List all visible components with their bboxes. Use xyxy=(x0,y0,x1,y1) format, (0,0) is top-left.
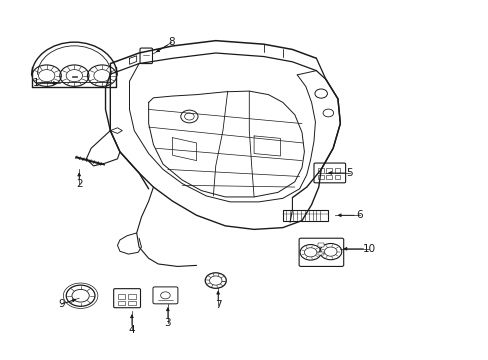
FancyBboxPatch shape xyxy=(140,48,152,64)
Text: 9: 9 xyxy=(58,299,64,309)
Bar xyxy=(128,301,136,305)
Bar xyxy=(318,252,324,255)
FancyBboxPatch shape xyxy=(153,287,178,304)
Bar xyxy=(282,210,327,221)
Text: 6: 6 xyxy=(355,210,362,220)
Bar xyxy=(334,175,340,179)
Text: 10: 10 xyxy=(362,244,375,254)
Text: 7: 7 xyxy=(214,300,221,310)
Bar xyxy=(117,301,125,305)
Bar xyxy=(318,168,324,172)
Bar xyxy=(326,168,331,172)
Text: 4: 4 xyxy=(128,325,135,335)
Bar xyxy=(334,168,340,172)
FancyBboxPatch shape xyxy=(113,289,140,308)
Text: 1: 1 xyxy=(33,78,39,88)
Bar xyxy=(128,294,136,298)
Bar xyxy=(318,175,324,179)
Bar xyxy=(326,175,331,179)
Text: 5: 5 xyxy=(346,168,352,178)
Text: 3: 3 xyxy=(164,318,171,328)
Text: 2: 2 xyxy=(76,179,82,189)
FancyBboxPatch shape xyxy=(299,238,343,266)
Bar xyxy=(117,294,125,298)
FancyBboxPatch shape xyxy=(313,163,345,183)
Bar xyxy=(318,243,324,247)
Text: 8: 8 xyxy=(168,37,175,48)
